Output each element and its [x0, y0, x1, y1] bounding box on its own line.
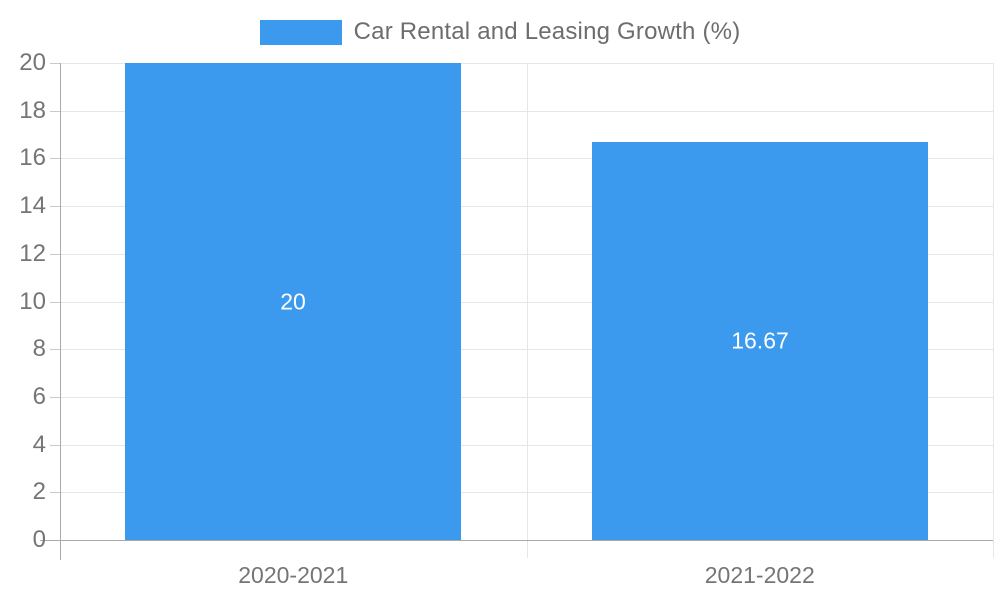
gridline-h — [60, 254, 993, 255]
y-axis-tick-label: 18 — [19, 97, 46, 124]
gridline-h — [60, 111, 993, 112]
bar-2021-2022[interactable]: 16.67 — [592, 142, 928, 540]
y-tick-mark — [50, 445, 60, 446]
gridline-v — [527, 63, 528, 558]
gridline-h — [60, 492, 993, 493]
y-tick-mark — [50, 63, 60, 64]
y-axis-tick-label: 12 — [19, 240, 46, 267]
x-axis-line — [60, 540, 993, 541]
legend-swatch — [259, 19, 342, 45]
y-axis-tick-label: 8 — [32, 335, 46, 362]
y-axis-tick-label: 0 — [32, 526, 46, 553]
legend[interactable]: Car Rental and Leasing Growth (%) — [0, 18, 1000, 46]
x-axis-category-label: 2021-2022 — [704, 562, 815, 588]
y-axis-tick-label: 20 — [19, 49, 46, 76]
x-axis-category-label: 2020-2021 — [238, 562, 349, 588]
y-tick-mark — [50, 349, 60, 350]
y-tick-mark — [50, 254, 60, 255]
y-axis-tick-label: 4 — [32, 431, 46, 458]
gridline-h — [60, 63, 993, 64]
y-tick-mark — [50, 206, 60, 207]
y-axis-tick-label: 16 — [19, 144, 46, 171]
y-axis-tick-label: 6 — [32, 383, 46, 410]
gridline-h — [60, 397, 993, 398]
y-axis-tick-label: 10 — [19, 288, 46, 315]
y-tick-mark — [50, 111, 60, 112]
gridline-h — [60, 158, 993, 159]
gridline-h — [60, 445, 993, 446]
bar-value-label: 20 — [280, 288, 306, 314]
legend-label: Car Rental and Leasing Growth (%) — [353, 18, 741, 45]
y-axis-tick-label: 14 — [19, 192, 46, 219]
y-tick-mark — [50, 158, 60, 159]
y-tick-mark — [40, 540, 60, 541]
y-tick-mark — [50, 397, 60, 398]
y-axis-tick-label: 2 — [32, 478, 46, 505]
y-tick-mark — [50, 302, 60, 303]
bar-2020-2021[interactable]: 20 — [125, 63, 461, 540]
gridline-h — [60, 206, 993, 207]
bar-value-label: 16.67 — [731, 327, 789, 354]
y-tick-mark — [50, 492, 60, 493]
y-axis-line — [60, 63, 61, 560]
gridline-h — [60, 349, 993, 350]
gridline-h — [60, 302, 993, 303]
gridline-v — [993, 63, 994, 558]
